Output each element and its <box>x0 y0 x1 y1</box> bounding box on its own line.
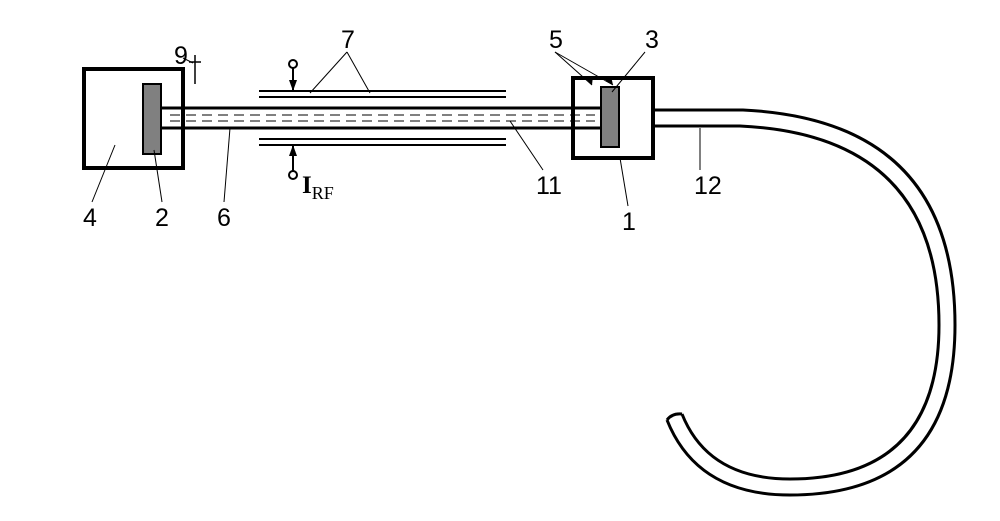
irf-i: I <box>302 172 312 199</box>
curved-tube-outer <box>653 110 955 495</box>
leader-7a <box>310 52 347 93</box>
right-element <box>601 87 619 147</box>
diagram-svg <box>0 0 1000 516</box>
label-5: 5 <box>549 26 563 55</box>
leader-6 <box>224 128 230 202</box>
left-housing <box>84 69 183 168</box>
rf-terminal-top <box>289 60 297 68</box>
tube-endcap <box>667 414 682 420</box>
label-6: 6 <box>217 204 231 233</box>
rf-terminal-bot <box>289 171 297 179</box>
label-11: 11 <box>536 172 562 201</box>
label-1: 1 <box>622 208 636 237</box>
label-3: 3 <box>645 26 659 55</box>
leader-7b <box>347 52 370 93</box>
label-irf: IRF <box>302 172 334 204</box>
label-4: 4 <box>83 204 97 233</box>
label-7: 7 <box>341 26 355 55</box>
schematic-diagram <box>0 0 1000 516</box>
label-12: 12 <box>694 172 722 201</box>
leader-5b <box>555 52 613 85</box>
irf-sub: RF <box>312 183 334 203</box>
leader-1 <box>620 158 628 206</box>
leader-4 <box>92 145 115 202</box>
left-element <box>143 84 161 154</box>
label-9: 9 <box>174 42 188 71</box>
rf-arrow-top <box>289 80 297 91</box>
rf-arrow-bot <box>289 145 297 156</box>
leader-3 <box>612 52 645 92</box>
leader-2 <box>154 150 162 202</box>
label-2: 2 <box>155 204 169 233</box>
